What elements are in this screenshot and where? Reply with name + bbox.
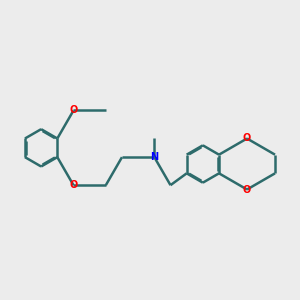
Text: O: O [243,134,251,143]
Text: O: O [69,180,78,190]
Text: O: O [243,184,251,194]
Text: N: N [150,152,158,162]
Text: O: O [69,106,78,116]
